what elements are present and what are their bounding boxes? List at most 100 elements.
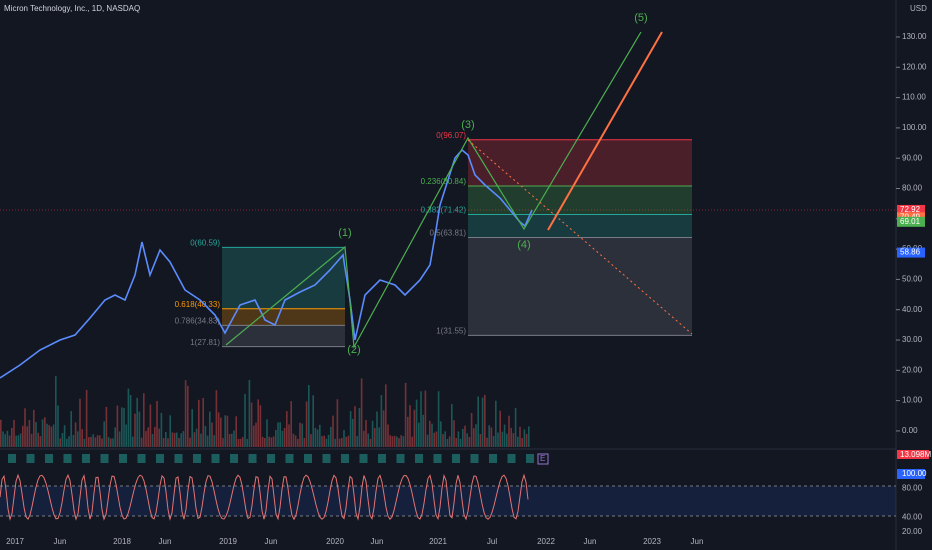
volume-bar	[358, 408, 361, 447]
event-marker	[137, 454, 146, 463]
volume-bar	[123, 407, 125, 447]
volume-bar	[332, 415, 334, 447]
volume-bar	[367, 433, 369, 447]
volume-bar	[103, 421, 105, 447]
event-marker	[526, 454, 534, 463]
price-badge-label: 69.01	[900, 217, 921, 226]
volume-bar	[160, 412, 163, 447]
volume-bar	[213, 435, 215, 447]
volume-bar	[138, 411, 141, 447]
price-tick-label: 50.00	[902, 275, 923, 284]
volume-bar	[44, 417, 46, 447]
target-line	[547, 31, 663, 231]
volume-bar	[486, 437, 488, 447]
fib-label: 0.786(34.83)	[175, 316, 221, 325]
volume-bar	[52, 424, 55, 447]
fib-zone	[468, 139, 692, 186]
volume-bar	[330, 426, 332, 447]
volume-bar	[220, 417, 222, 447]
time-label: Jun	[54, 537, 67, 546]
volume-bar	[30, 433, 33, 447]
volume-bar	[235, 416, 237, 447]
volume-bar	[312, 395, 314, 447]
event-marker	[433, 454, 442, 463]
volume-bar	[437, 391, 440, 447]
time-label: 2023	[643, 537, 661, 546]
volume-bar	[17, 435, 20, 447]
volume-bar	[33, 409, 35, 447]
currency: USD	[910, 4, 927, 13]
projection-line	[467, 139, 693, 335]
event-marker	[341, 454, 349, 463]
event-marker	[174, 454, 183, 463]
price-badge	[897, 247, 925, 258]
volume-bar	[396, 436, 398, 447]
volume-bar	[429, 420, 431, 447]
volume-bar	[338, 438, 341, 447]
fib-zone	[222, 247, 345, 309]
volume-bar	[15, 435, 17, 447]
fib-label: 0.5(63.81)	[430, 229, 467, 238]
osc-tick-label: 40.00	[902, 513, 923, 522]
fib-label: 0.382(71.42)	[421, 206, 467, 215]
volume-bar	[222, 438, 224, 447]
volume-bar	[149, 404, 152, 447]
volume-bar	[158, 428, 160, 447]
volume-bar	[257, 399, 259, 447]
osc-tick-label: 80.00	[902, 484, 923, 493]
volume-bar	[444, 431, 446, 447]
volume-bar	[479, 433, 482, 447]
wave-label: (4)	[517, 239, 530, 251]
volume-bar	[39, 436, 42, 447]
volume-bar	[268, 436, 270, 447]
volume-bar	[28, 419, 31, 447]
volume-bar	[446, 438, 449, 447]
volume-bar	[404, 382, 407, 447]
osc-tick-label: 100.00	[902, 469, 927, 478]
volume-bar	[418, 422, 420, 447]
osc-badge	[897, 469, 925, 479]
volume-bar	[237, 438, 240, 447]
volume-bar	[37, 432, 39, 447]
time-label: 2022	[537, 537, 555, 546]
volume-bar	[501, 431, 504, 447]
volume-bar	[354, 406, 356, 447]
time-label: Jun	[159, 537, 172, 546]
volume-bar	[497, 432, 499, 447]
volume-bar	[162, 438, 165, 447]
price-tick-label: 90.00	[902, 153, 923, 162]
volume-bar	[132, 436, 134, 447]
fib-label: 1(27.81)	[190, 338, 220, 347]
volume-bar	[462, 428, 464, 447]
volume-bar	[94, 437, 97, 447]
price-tick-label: 10.00	[902, 396, 923, 405]
volume-bar	[118, 431, 121, 447]
volume-bar	[347, 435, 350, 447]
volume-bar	[464, 425, 466, 447]
volume-bar	[305, 401, 308, 447]
volume-bar	[173, 432, 176, 447]
volume-bar	[378, 427, 380, 447]
volume-bar	[413, 409, 416, 447]
price-tick-label: 40.00	[902, 305, 923, 314]
volume-bar	[484, 394, 486, 447]
volume-bar	[178, 437, 180, 447]
price-tick-label: 0.00	[902, 426, 918, 435]
volume-bar	[57, 405, 59, 447]
wave-lines	[225, 31, 642, 350]
event-marker	[396, 454, 405, 463]
volume-bar	[41, 419, 44, 447]
volume-bar	[147, 427, 149, 447]
volume-bar	[134, 413, 136, 447]
event-marker	[322, 454, 331, 463]
fib-zone	[468, 214, 692, 238]
price-tick-label: 130.00	[902, 32, 927, 41]
event-marker	[507, 454, 516, 463]
time-label: Jun	[371, 537, 384, 546]
volume-bar	[250, 402, 253, 447]
event-marker	[378, 454, 386, 463]
volume-bar	[435, 431, 438, 447]
fib-zone	[222, 325, 345, 347]
volume-bar	[363, 430, 365, 447]
